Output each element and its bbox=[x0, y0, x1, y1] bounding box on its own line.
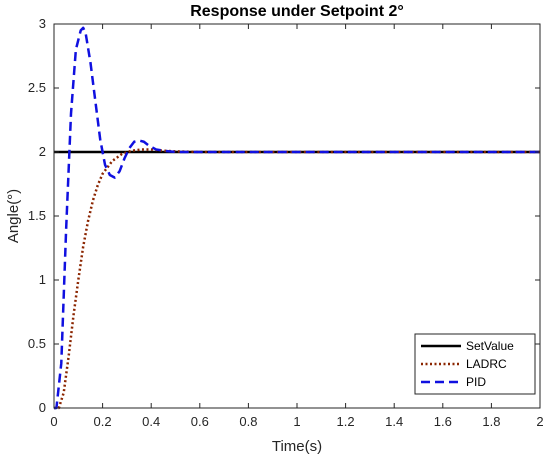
x-axis: 0 0.2 0.4 0.6 0.8 1 1.2 1.4 1.6 1.8 2 bbox=[50, 24, 544, 429]
y-tick-label: 1.5 bbox=[28, 208, 46, 223]
y-tick-label: 2.5 bbox=[28, 80, 46, 95]
x-tick-label: 1.2 bbox=[337, 414, 355, 429]
x-tick-label: 1.8 bbox=[482, 414, 500, 429]
x-tick-label: 2 bbox=[536, 414, 543, 429]
y-axis: 0 0.5 1 1.5 2 2.5 3 bbox=[28, 16, 540, 415]
x-tick-label: 0 bbox=[50, 414, 57, 429]
x-tick-label: 0.4 bbox=[142, 414, 160, 429]
legend-label-ladrc: LADRC bbox=[466, 357, 507, 371]
x-tick-label: 1 bbox=[293, 414, 300, 429]
legend-label-setvalue: SetValue bbox=[466, 339, 514, 353]
x-tick-label: 0.6 bbox=[191, 414, 209, 429]
chart-title: Response under Setpoint 2° bbox=[190, 3, 404, 20]
series-layer bbox=[54, 26, 540, 410]
x-axis-title: Time(s) bbox=[272, 438, 322, 455]
legend-label-pid: PID bbox=[466, 375, 486, 389]
y-tick-label: 0 bbox=[39, 400, 46, 415]
y-tick-label: 2 bbox=[39, 144, 46, 159]
y-tick-label: 1 bbox=[39, 272, 46, 287]
y-tick-label: 0.5 bbox=[28, 336, 46, 351]
x-tick-label: 0.8 bbox=[239, 414, 257, 429]
x-tick-label: 1.6 bbox=[434, 414, 452, 429]
x-tick-label: 1.4 bbox=[385, 414, 403, 429]
y-axis-title: Angle(°) bbox=[5, 189, 22, 243]
series-line-pid bbox=[54, 26, 540, 410]
legend: SetValue LADRC PID bbox=[414, 333, 536, 395]
y-tick-label: 3 bbox=[39, 16, 46, 31]
x-tick-label: 0.2 bbox=[94, 414, 112, 429]
